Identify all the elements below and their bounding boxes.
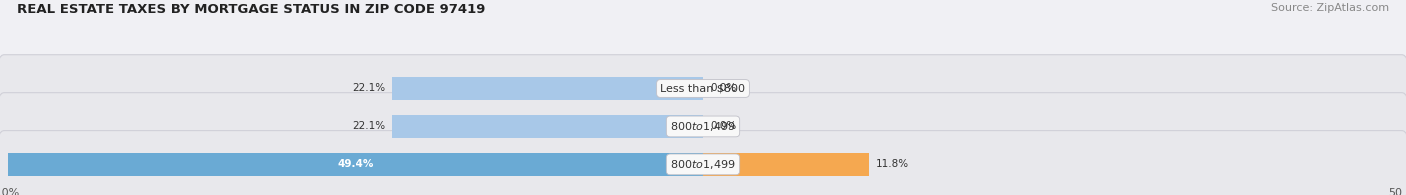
Text: 11.8%: 11.8% [876,159,910,169]
Text: 0.0%: 0.0% [710,83,737,93]
FancyBboxPatch shape [0,93,1406,160]
Text: 22.1%: 22.1% [352,83,385,93]
Text: $800 to $1,499: $800 to $1,499 [671,120,735,133]
FancyBboxPatch shape [0,55,1406,122]
Text: 49.4%: 49.4% [337,159,374,169]
Text: Source: ZipAtlas.com: Source: ZipAtlas.com [1271,3,1389,13]
FancyBboxPatch shape [0,131,1406,195]
Text: Less than $800: Less than $800 [661,83,745,93]
Text: 22.1%: 22.1% [352,121,385,131]
Text: $800 to $1,499: $800 to $1,499 [671,158,735,171]
Bar [392,115,703,138]
Bar [703,153,869,176]
Bar [8,153,703,176]
Bar [392,77,703,100]
Text: REAL ESTATE TAXES BY MORTGAGE STATUS IN ZIP CODE 97419: REAL ESTATE TAXES BY MORTGAGE STATUS IN … [17,3,485,16]
Text: 0.0%: 0.0% [710,121,737,131]
